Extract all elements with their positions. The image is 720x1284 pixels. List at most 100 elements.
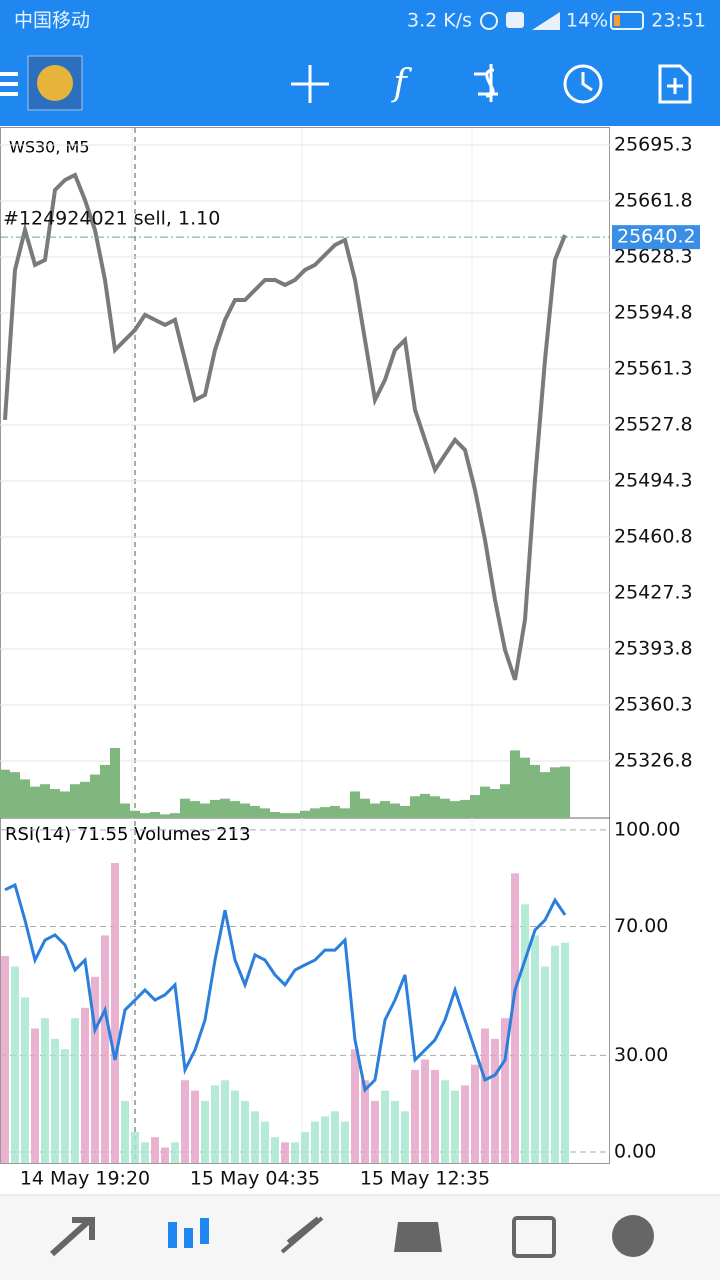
volume-bar (161, 1147, 169, 1163)
volume-bar (240, 803, 250, 818)
volume-bar (390, 803, 400, 818)
volume-bar (461, 1085, 469, 1163)
volume-bar (1, 956, 9, 1163)
y-tick-label: 25326.8 (614, 750, 693, 772)
volume-bar (200, 803, 210, 818)
volume-bar (251, 1111, 259, 1163)
battery-percent: 14% (566, 10, 608, 32)
volume-bar (270, 811, 280, 818)
volume-bar (331, 1111, 339, 1163)
volume-bar (90, 774, 100, 818)
volume-bar (140, 813, 150, 818)
volume-bar (51, 1038, 59, 1163)
volume-bar (340, 808, 350, 818)
volume-bar (411, 1069, 419, 1163)
y-tick-label: 25695.3 (614, 134, 693, 156)
volume-bar (490, 789, 500, 818)
crosshair-button[interactable] (291, 65, 329, 103)
volume-bar (530, 764, 540, 818)
volume-bar (561, 942, 569, 1163)
volume-bar (221, 1080, 229, 1163)
volume-bar (450, 801, 460, 818)
volume-bar (250, 805, 260, 818)
nav-news[interactable] (512, 1216, 556, 1258)
volume-bar (201, 1100, 209, 1163)
volume-bar (451, 1090, 459, 1163)
data-line (4, 882, 567, 1093)
volume-bar (230, 801, 240, 818)
y-tick-label: 25628.3 (614, 246, 693, 268)
volume-bar (280, 813, 290, 818)
volume-bar (510, 750, 520, 818)
battery-level (614, 15, 620, 26)
volume-bar (310, 808, 320, 818)
volume-bar (20, 779, 30, 818)
volume-bar (420, 793, 430, 818)
y-tick-label: 25393.8 (614, 638, 693, 660)
volume-bar (290, 813, 300, 818)
volume-bar (360, 798, 370, 818)
y-tick-label: 0.00 (614, 1141, 656, 1163)
y-tick-label: 25460.8 (614, 526, 693, 548)
volume-bar (470, 795, 480, 818)
volume-bar (231, 1090, 239, 1163)
volume-bar (371, 1100, 379, 1163)
menu-button[interactable] (0, 72, 18, 96)
volume-bar (430, 796, 440, 818)
volume-bar (151, 1137, 159, 1163)
volume-bar (121, 1100, 129, 1163)
volume-bar (130, 810, 140, 818)
volume-bar (361, 1080, 369, 1163)
volume-bar (111, 863, 119, 1163)
volume-bar (160, 814, 170, 818)
volume-bar (281, 1142, 289, 1163)
battery-icon (610, 11, 644, 30)
volume-bar (511, 873, 519, 1163)
volume-bar (21, 997, 29, 1163)
y-tick-label: 25427.3 (614, 582, 693, 604)
alarm-icon (480, 12, 498, 30)
volume-bar (320, 807, 330, 818)
volume-bar (380, 801, 390, 818)
volume-bar (110, 748, 120, 818)
volume-bar (480, 786, 490, 818)
volume-bar (31, 1028, 39, 1163)
timeframe-button[interactable] (563, 64, 603, 104)
volume-bar (170, 813, 180, 818)
volume-bar (150, 811, 160, 818)
volume-bar (540, 772, 550, 818)
y-tick-label: 30.00 (614, 1044, 668, 1066)
y-tick-label: 25661.8 (614, 190, 693, 212)
volume-bar (520, 757, 530, 818)
volume-bar (261, 1121, 269, 1163)
y-tick-label: 25594.8 (614, 302, 693, 324)
volume-bar (241, 1100, 249, 1163)
volume-bar (60, 791, 70, 818)
net-speed: 3.2 K/s (407, 10, 472, 32)
symbol-label: WS30, M5 (9, 138, 90, 157)
volume-bar (550, 767, 560, 818)
volume-bar (211, 1085, 219, 1163)
volume-bar (301, 1131, 309, 1163)
volume-bar (350, 791, 360, 818)
nav-trade[interactable] (280, 1216, 324, 1254)
volume-bar (41, 1018, 49, 1163)
nav-messages[interactable] (612, 1215, 654, 1257)
trade-button[interactable] (474, 64, 498, 102)
volume-bar (440, 798, 450, 818)
volume-bar (491, 1038, 499, 1163)
volume-bar (531, 935, 539, 1163)
nav-chart[interactable] (168, 1218, 209, 1248)
volume-bar (271, 1137, 279, 1163)
volume-bar (321, 1116, 329, 1163)
nav-history[interactable] (394, 1222, 442, 1252)
nav-quotes[interactable] (49, 1217, 95, 1257)
signal-icon (532, 12, 560, 30)
volume-bar (471, 1064, 479, 1163)
volume-bar (181, 1080, 189, 1163)
new-order-button[interactable] (658, 64, 692, 104)
top-bar (0, 0, 720, 126)
volume-bar (560, 766, 570, 818)
x-tick-label: 15 May 12:35 (360, 1168, 490, 1190)
volume-bar (190, 801, 200, 818)
